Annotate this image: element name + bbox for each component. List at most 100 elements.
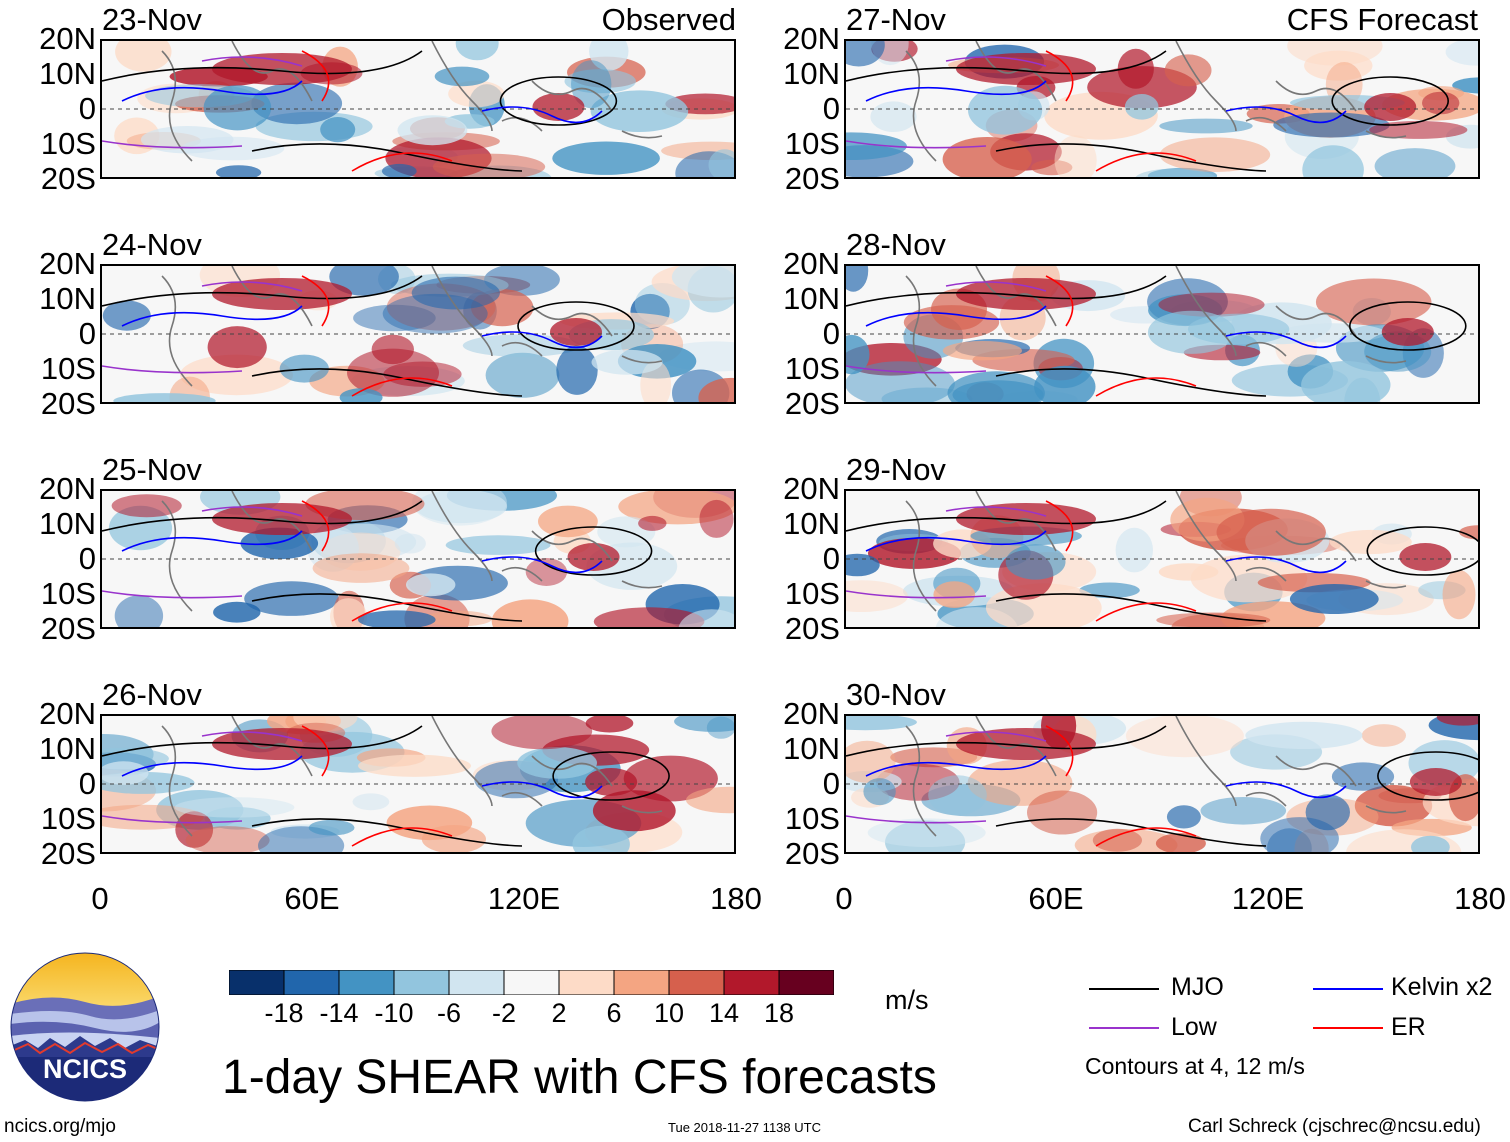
shear-blob — [244, 581, 339, 616]
shear-blob — [1027, 790, 1098, 835]
legend-kelvin-line — [1313, 988, 1383, 990]
shear-blob — [674, 716, 734, 732]
shear-field — [102, 266, 734, 402]
shear-blob — [491, 716, 593, 750]
shear-field — [846, 41, 1478, 177]
shear-blob — [424, 610, 493, 627]
shear-blob — [846, 361, 955, 402]
y-axis-label: 20N — [783, 21, 840, 56]
panel-date-label: 26-Nov — [102, 677, 202, 712]
mjo-contour — [534, 526, 653, 576]
mjo-contour — [1377, 751, 1478, 801]
coastline — [905, 716, 1407, 837]
wave-contour — [1045, 275, 1074, 327]
colorbar-tick-label: 2 — [551, 998, 567, 1028]
colorbar-swatch — [668, 970, 725, 995]
y-axis-label: 20N — [783, 696, 840, 731]
wave-contour — [865, 80, 1047, 102]
wave-contour — [846, 140, 987, 149]
footer-website: ncics.org/mjo — [4, 1116, 116, 1137]
shear-field — [102, 41, 734, 177]
coastline — [161, 491, 663, 612]
mjo-contour — [1348, 301, 1467, 351]
shear-blob — [846, 266, 869, 292]
wave-contour — [301, 500, 330, 552]
shear-blob — [623, 755, 718, 802]
panel-date-label: 25-Nov — [102, 452, 202, 487]
shear-blob — [339, 388, 383, 402]
wave-contour — [481, 106, 603, 124]
shear-blob — [903, 305, 1000, 340]
legend-kelvin-label: Kelvin x2 — [1391, 973, 1493, 1001]
colorbar-swatch — [558, 970, 615, 995]
shear-field — [846, 266, 1478, 402]
shear-blob — [204, 807, 271, 830]
shear-blob — [698, 377, 734, 402]
shear-blob — [1361, 724, 1406, 747]
wave-contour — [201, 506, 303, 517]
wave-contour — [1095, 377, 1197, 397]
colorbar-swatch — [283, 970, 340, 995]
shear-blob — [933, 581, 976, 608]
legend-low-label: Low — [1171, 1013, 1217, 1041]
shear-blob — [293, 716, 358, 732]
shear-blob — [1200, 797, 1287, 825]
shear-blob — [1135, 168, 1216, 177]
legend-low-line — [1089, 1027, 1159, 1029]
shear-blob — [1280, 323, 1386, 343]
coastline — [161, 716, 663, 837]
shear-blob — [358, 754, 471, 777]
wave-contour — [481, 331, 603, 349]
shear-field — [102, 716, 734, 852]
wave-contour — [102, 140, 243, 149]
colorbar-tick-label: -2 — [491, 998, 516, 1028]
shear-map-panel — [100, 39, 736, 179]
panel-date-label: 29-Nov — [846, 452, 946, 487]
y-axis-label: 0 — [78, 316, 96, 351]
wave-contour — [1225, 331, 1347, 349]
shear-blob — [1115, 527, 1153, 573]
shear-blob — [352, 793, 390, 811]
shear-blob — [1147, 310, 1236, 354]
footer-credit: Carl Schreck (cjschrec@ncsu.edu) — [1188, 1116, 1481, 1137]
shear-blob — [525, 558, 568, 586]
shear-blob — [207, 326, 267, 369]
shear-blob — [1436, 716, 1478, 726]
wave-contour — [1225, 106, 1347, 124]
shear-blob — [863, 778, 896, 806]
logo-text: NCICS — [43, 1054, 127, 1084]
colorbar-units: m/s — [885, 985, 929, 1015]
legend-mjo-label: MJO — [1171, 973, 1224, 1001]
wave-contour — [1045, 725, 1074, 777]
mjo-contour — [517, 301, 635, 351]
wave-contour — [201, 281, 303, 292]
wave-contour — [846, 815, 987, 824]
shear-blob — [846, 334, 870, 375]
shear-field — [846, 716, 1478, 852]
shear-blob — [593, 607, 705, 627]
shear-maximum — [532, 93, 585, 121]
shear-blob — [215, 165, 262, 177]
panel-date-label: 27-Nov — [846, 2, 946, 37]
shear-blob — [517, 747, 597, 779]
y-axis-label: 0 — [822, 541, 840, 576]
shear-blob — [1054, 135, 1097, 177]
observed-header: Observed — [601, 2, 736, 37]
colorbar-swatch — [338, 970, 395, 995]
shear-blob — [1005, 544, 1066, 580]
forecast-header: CFS Forecast — [1286, 2, 1478, 37]
panel-date-label: 30-Nov — [846, 677, 946, 712]
y-axis-label: 0 — [822, 316, 840, 351]
wave-contour — [1225, 556, 1347, 574]
shear-blob — [394, 533, 426, 554]
wave-contour — [945, 56, 1047, 67]
x-axis-label: 180 — [1454, 881, 1506, 916]
colorbar-swatch — [448, 970, 505, 995]
shear-blob — [1245, 721, 1363, 749]
shear-blob — [115, 41, 172, 72]
shear-blob — [1092, 828, 1142, 852]
shear-blob — [1156, 612, 1271, 627]
y-axis-label: 20S — [784, 161, 840, 196]
y-axis-label: 20S — [40, 611, 96, 646]
shear-blob — [1117, 48, 1154, 89]
